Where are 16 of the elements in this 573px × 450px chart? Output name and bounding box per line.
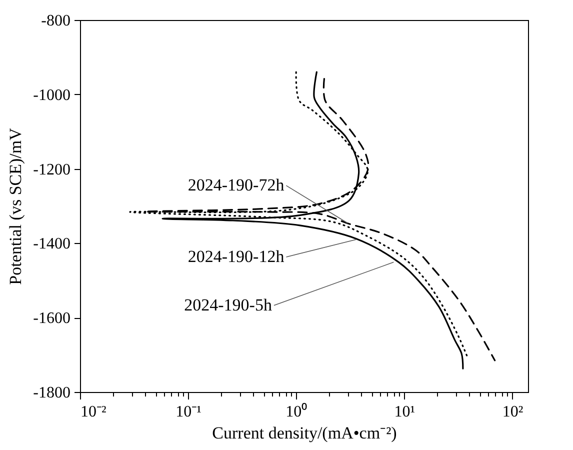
x-tick-label: 10⁻² (80, 404, 106, 420)
x-tick-label: 10⁰ (286, 402, 308, 420)
y-tick-label: -1400 (33, 236, 70, 253)
y-tick-label: -1800 (33, 384, 70, 402)
y-axis-title: Potential (vs SCE)/mV (6, 127, 26, 285)
x-axis-title: Current density/(mA•cm⁻²) (212, 424, 397, 442)
annotation: 2024-190-5h (184, 295, 272, 314)
annotation: 2024-190-72h (188, 176, 285, 195)
y-tick-label: -1600 (33, 310, 70, 328)
x-tick-label: 10¹ (394, 404, 416, 420)
y-tick-label: -1200 (33, 161, 70, 178)
x-tick-label: 10⁻¹ (176, 404, 202, 420)
y-tick-label: -1000 (33, 86, 70, 104)
y-tick-label: -800 (41, 12, 70, 30)
x-tick-label: 10² (502, 404, 524, 420)
annotation: 2024-190-12h (188, 246, 285, 266)
